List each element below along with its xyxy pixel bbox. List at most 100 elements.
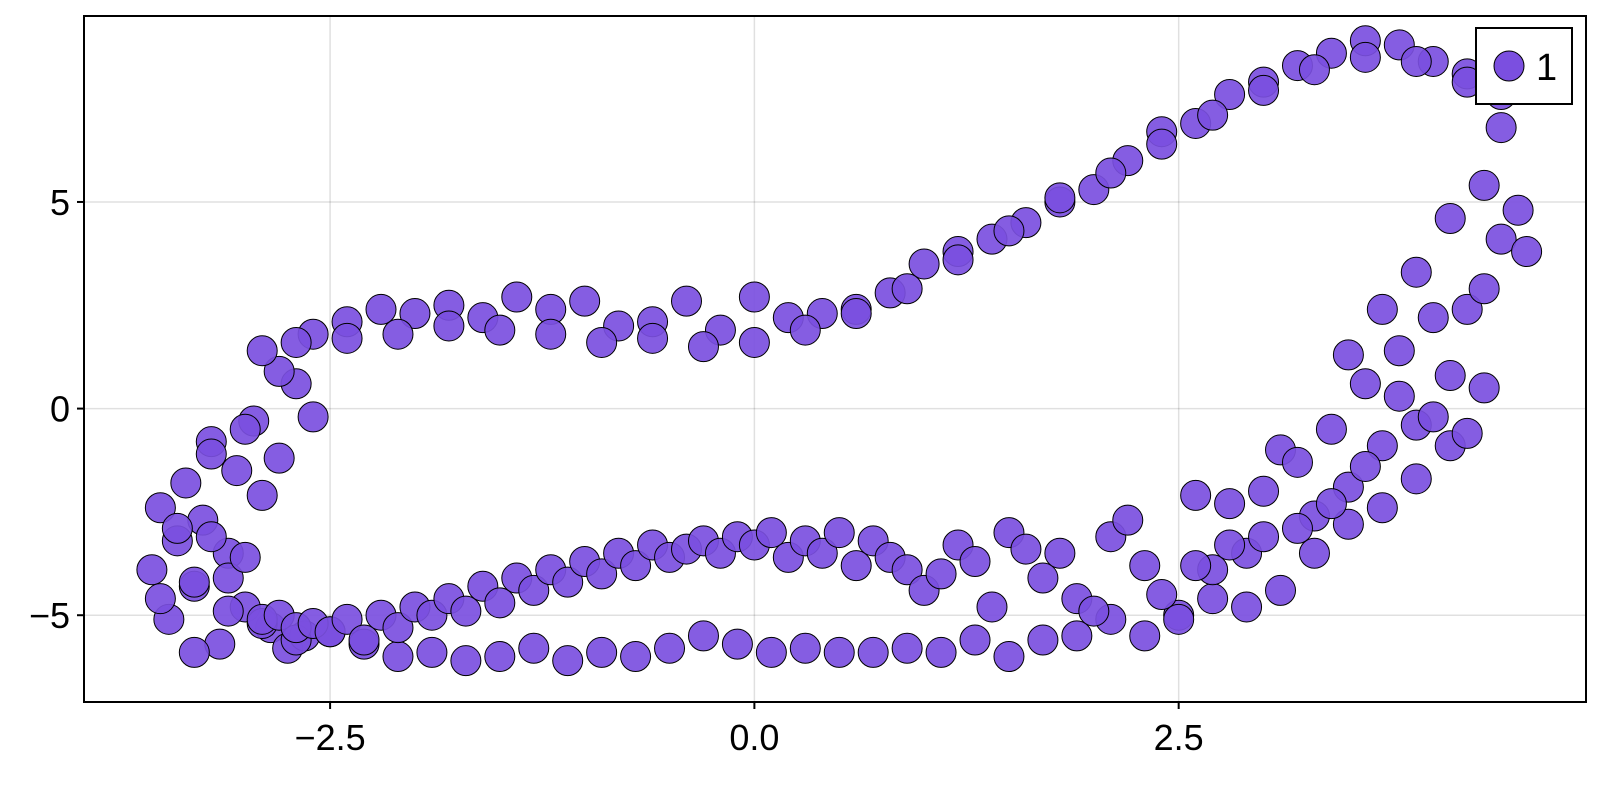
scatter-point xyxy=(552,645,584,677)
scatter-point xyxy=(1468,273,1500,305)
scatter-point xyxy=(382,641,414,673)
scatter-point xyxy=(195,438,227,470)
scatter-point xyxy=(1180,479,1212,511)
series-points xyxy=(136,25,1543,677)
scatter-point xyxy=(484,587,516,619)
scatter-point xyxy=(136,554,168,586)
scatter-point xyxy=(1349,41,1381,73)
scatter-point xyxy=(1248,74,1280,106)
scatter-point xyxy=(1146,579,1178,611)
scatter-point xyxy=(1112,504,1144,536)
scatter-point xyxy=(484,641,516,673)
scatter-point xyxy=(806,537,838,569)
scatter-point xyxy=(637,322,669,354)
scatter-point xyxy=(246,335,278,367)
scatter-point xyxy=(501,281,533,313)
scatter-point xyxy=(535,318,567,350)
scatter-point xyxy=(450,595,482,627)
scatter-point xyxy=(1315,488,1347,520)
scatter-point xyxy=(1027,562,1059,594)
scatter-point xyxy=(331,603,363,635)
axis-ticks: −2.5 0.0 2.5 −5 0 5 xyxy=(29,182,1204,758)
scatter-point xyxy=(1485,112,1517,144)
scatter-point xyxy=(1197,583,1229,615)
scatter-point xyxy=(1214,529,1246,561)
scatter-point xyxy=(654,632,686,664)
scatter-point xyxy=(993,215,1025,247)
scatter-point xyxy=(1214,79,1246,111)
scatter-point xyxy=(738,281,770,313)
scatter-point xyxy=(1231,591,1263,623)
scatter-point xyxy=(263,355,295,387)
scatter-point xyxy=(687,620,719,652)
scatter-point xyxy=(1061,620,1093,652)
scatter-point xyxy=(1248,475,1280,507)
scatter-point xyxy=(1298,54,1330,86)
scatter-point xyxy=(170,467,202,499)
scatter-point xyxy=(840,550,872,582)
scatter-point xyxy=(586,636,618,668)
scatter-point xyxy=(331,322,363,354)
scatter-point xyxy=(1383,335,1415,367)
scatter-point xyxy=(1511,236,1543,268)
x-tick-label: −2.5 xyxy=(295,717,366,758)
y-tick-label: 0 xyxy=(50,389,70,430)
scatter-point xyxy=(297,401,329,433)
scatter-point xyxy=(382,318,414,350)
scatter-point xyxy=(1434,360,1466,392)
y-tick-label: 5 xyxy=(50,182,70,223)
scatter-point xyxy=(1095,157,1127,189)
scatter-point xyxy=(586,326,618,358)
scatter-point xyxy=(1349,368,1381,400)
scatter-point xyxy=(1129,550,1161,582)
scatter-point xyxy=(1451,293,1483,325)
scatter-point xyxy=(161,512,193,544)
scatter-point xyxy=(823,636,855,668)
scatter-point xyxy=(1332,508,1364,540)
scatter-point xyxy=(518,632,550,664)
scatter-point xyxy=(1146,128,1178,160)
scatter-point xyxy=(1281,512,1313,544)
scatter-point xyxy=(1400,45,1432,77)
scatter-point xyxy=(1180,550,1212,582)
scatter-point xyxy=(229,413,261,445)
legend: 1 xyxy=(1475,27,1573,105)
plot-frame xyxy=(83,15,1587,703)
scatter-point xyxy=(1281,446,1313,478)
scatter-point xyxy=(365,293,397,325)
scatter-point xyxy=(221,455,253,487)
scatter-point xyxy=(1197,99,1229,131)
scatter-point xyxy=(925,636,957,668)
scatter-point xyxy=(823,517,855,549)
scatter-point xyxy=(738,326,770,358)
scatter-point xyxy=(1332,339,1364,371)
scatter-point xyxy=(755,636,787,668)
scatter-point xyxy=(1078,595,1110,627)
scatter-point xyxy=(1366,430,1398,462)
scatter-point xyxy=(1027,624,1059,656)
scatter-point xyxy=(552,566,584,598)
scatter-point xyxy=(586,558,618,590)
scatter-point xyxy=(1010,533,1042,565)
scatter-point xyxy=(1366,293,1398,325)
scatter-point xyxy=(1265,574,1297,606)
x-tick-label: 2.5 xyxy=(1154,717,1204,758)
scatter-point xyxy=(620,641,652,673)
scatter-point xyxy=(670,285,702,317)
scatter-point xyxy=(891,554,923,586)
legend-entry-label: 1 xyxy=(1536,47,1557,89)
scatter-point xyxy=(1248,521,1280,553)
scatter-point xyxy=(1400,256,1432,288)
scatter-point xyxy=(1502,194,1534,226)
scatter-point xyxy=(1451,417,1483,449)
legend-marker-circle xyxy=(1493,50,1525,82)
scatter-point xyxy=(1417,401,1449,433)
scatter-point xyxy=(891,273,923,305)
scatter-point xyxy=(1468,372,1500,404)
y-tick-label: −5 xyxy=(29,595,70,636)
scatter-point xyxy=(721,628,753,660)
scatter-point xyxy=(144,492,176,524)
scatter-point xyxy=(687,331,719,363)
